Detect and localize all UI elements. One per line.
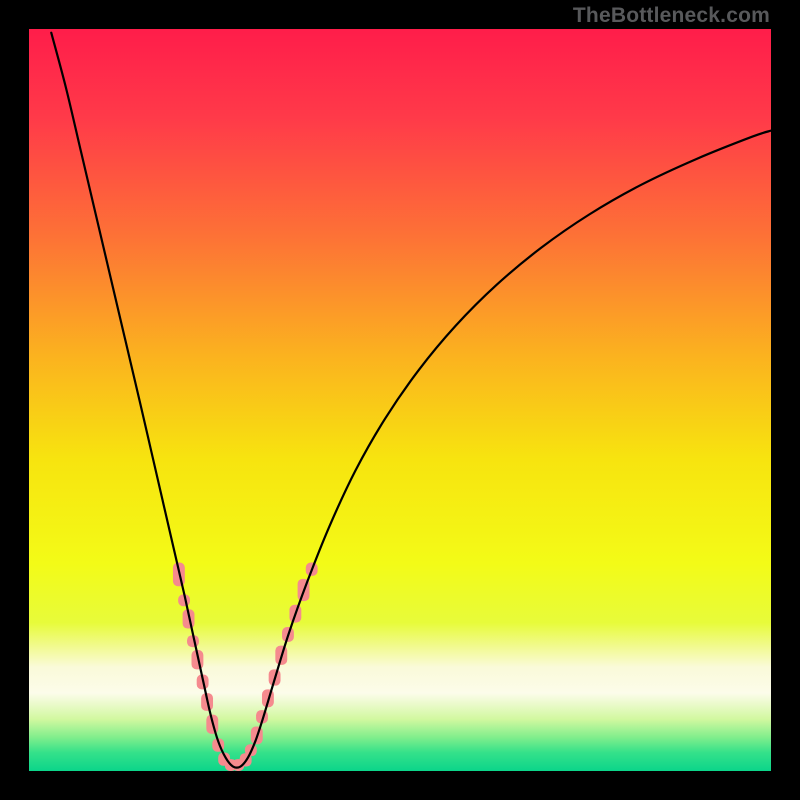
watermark-text: TheBottleneck.com [573,4,770,28]
chart-frame: TheBottleneck.com [0,0,800,800]
plot-area [29,29,771,771]
chart-svg [29,29,771,771]
